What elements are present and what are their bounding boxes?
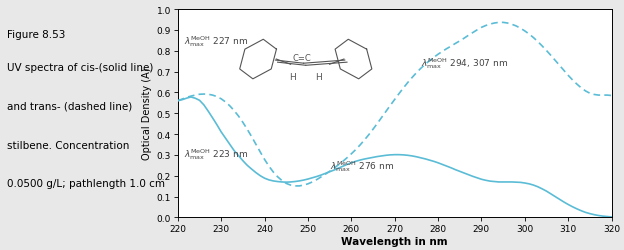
Text: 0.0500 g/L; pathlength 1.0 cm: 0.0500 g/L; pathlength 1.0 cm [7,179,165,189]
Y-axis label: Optical Density (A): Optical Density (A) [142,68,152,160]
Text: H: H [290,72,296,81]
Text: C=C: C=C [292,54,311,63]
Text: $\lambda_\mathrm{max}^\mathrm{MeOH}$ 227 nm: $\lambda_\mathrm{max}^\mathrm{MeOH}$ 227… [184,34,248,48]
Text: $\lambda_\mathrm{max}^\mathrm{MeOH}$ 276 nm: $\lambda_\mathrm{max}^\mathrm{MeOH}$ 276… [329,158,394,173]
Text: Figure 8.53: Figure 8.53 [7,30,65,40]
Text: and trans- (dashed line): and trans- (dashed line) [7,101,132,111]
X-axis label: Wavelength in nm: Wavelength in nm [341,236,448,246]
Text: stilbene. Concentration: stilbene. Concentration [7,140,129,150]
Text: H: H [315,72,322,81]
Text: $\lambda_\mathrm{max}^\mathrm{MeOH}$ 223 nm: $\lambda_\mathrm{max}^\mathrm{MeOH}$ 223… [184,147,248,162]
Text: UV spectra of cis-(solid line): UV spectra of cis-(solid line) [7,62,153,72]
Text: $\lambda_\mathrm{max}^\mathrm{MeOH}$ 294, 307 nm: $\lambda_\mathrm{max}^\mathrm{MeOH}$ 294… [421,56,508,71]
